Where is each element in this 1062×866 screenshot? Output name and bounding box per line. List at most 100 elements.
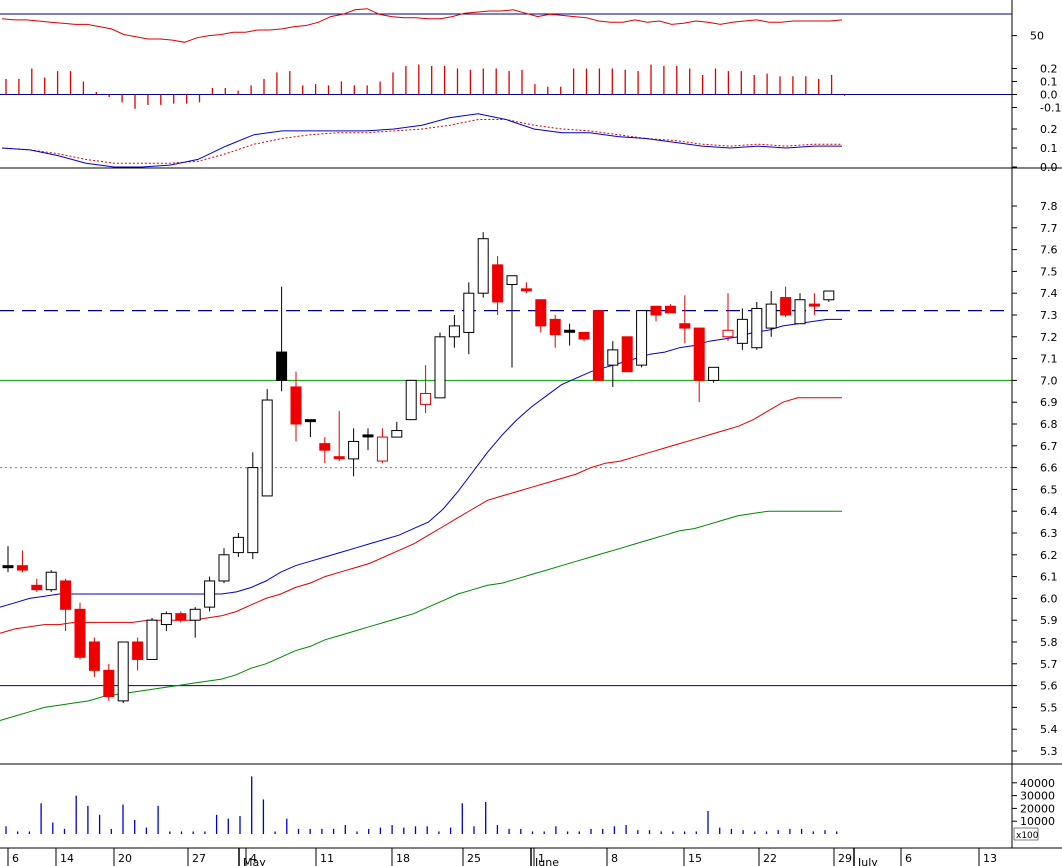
- x-day-label: 14: [60, 852, 74, 865]
- price-tick-label: 5.4: [1040, 723, 1058, 736]
- price-tick-label: 7.0: [1040, 374, 1058, 387]
- candle-body: [348, 440, 360, 460]
- candle-body: [650, 305, 662, 316]
- volume-multiplier-box: [1013, 827, 1039, 841]
- candle-body: [708, 366, 720, 381]
- histogram-tick-label: -0.1: [1040, 102, 1061, 115]
- volume-tick-label: 40000: [1020, 777, 1055, 790]
- moving-average-line: [0, 318, 842, 608]
- x-day-label: 25: [467, 852, 481, 865]
- x-day-label: 6: [12, 852, 19, 865]
- macd-panel: 0.20.10.0: [1, 113, 1058, 174]
- candle-body: [45, 571, 57, 591]
- candle-body: [103, 669, 115, 698]
- macd-tick-label: 0.1: [1040, 142, 1058, 155]
- candle-body: [276, 351, 288, 381]
- price-tick-label: 6.3: [1040, 527, 1058, 540]
- x-day-label: 6: [905, 852, 912, 865]
- price-tick-label: 5.7: [1040, 658, 1058, 671]
- price-tick-label: 6.8: [1040, 418, 1058, 431]
- candle-body: [823, 290, 835, 301]
- x-day-label: 22: [763, 852, 777, 865]
- price-tick-label: 5.9: [1040, 614, 1058, 627]
- volume-tick-label: 20000: [1020, 802, 1055, 815]
- price-tick-label: 6.9: [1040, 396, 1058, 409]
- rsi-panel: 50: [0, 8, 1044, 43]
- candle-body: [405, 379, 417, 421]
- candle-body: [247, 467, 259, 554]
- candle-body: [333, 456, 345, 460]
- candle-body: [434, 336, 446, 399]
- candle-body: [492, 264, 504, 303]
- price-tick-label: 7.4: [1040, 287, 1058, 300]
- x-day-label: 29: [838, 852, 852, 865]
- candle-body: [132, 641, 144, 660]
- price-tick-label: 7.2: [1040, 331, 1058, 344]
- candle-body: [736, 318, 748, 344]
- macd-line: [1, 113, 842, 168]
- candle-body: [204, 580, 216, 608]
- price-tick-label: 5.5: [1040, 701, 1058, 714]
- candle-body: [621, 336, 633, 373]
- candle-body: [189, 608, 201, 621]
- candle-body: [420, 392, 432, 405]
- candle-body: [780, 297, 792, 316]
- candle-body: [261, 399, 273, 497]
- price-tick-label: 7.6: [1040, 244, 1058, 257]
- x-day-label: 4: [250, 852, 257, 865]
- candle-body: [808, 303, 820, 307]
- price-tick-label: 6.5: [1040, 483, 1058, 496]
- x-day-label: 20: [118, 852, 132, 865]
- candle-body: [477, 238, 489, 294]
- histogram-panel: 0.20.10.0-0.1: [0, 63, 1061, 115]
- price-tick-label: 7.7: [1040, 222, 1058, 235]
- x-month-label: July: [857, 856, 878, 866]
- candle-body: [60, 580, 72, 610]
- x-day-label: 27: [192, 852, 206, 865]
- volume-tick-label: 10000: [1020, 815, 1055, 828]
- candle-body: [2, 565, 14, 569]
- candle-body: [290, 386, 302, 425]
- price-tick-label: 7.8: [1040, 200, 1058, 213]
- candle-body: [362, 434, 374, 438]
- price-tick-label: 7.1: [1040, 353, 1058, 366]
- x-day-label: 18: [396, 852, 410, 865]
- candle-body: [391, 430, 403, 438]
- candle-body: [520, 288, 532, 292]
- histogram-tick-label: 0.1: [1040, 76, 1058, 89]
- rsi-line: [1, 8, 843, 43]
- candle-body: [160, 613, 172, 626]
- candle-body: [722, 329, 734, 338]
- candle-body: [146, 619, 158, 660]
- price-tick-label: 6.2: [1040, 549, 1058, 562]
- price-tick-label: 6.1: [1040, 571, 1058, 584]
- price-tick-label: 6.0: [1040, 592, 1058, 605]
- candle-body: [535, 299, 547, 327]
- candle-body: [607, 349, 619, 366]
- x-day-label: 8: [611, 852, 618, 865]
- candle-body: [175, 613, 187, 621]
- candle-body: [751, 307, 763, 349]
- price-tick-label: 6.4: [1040, 505, 1058, 518]
- candle-body: [506, 275, 518, 285]
- candle-body: [232, 536, 244, 554]
- macd-signal-line: [1, 119, 842, 164]
- candle-body: [549, 318, 561, 336]
- candle-body: [319, 443, 331, 451]
- rsi-tick-label: 50: [1030, 30, 1044, 43]
- x-day-label: 1: [538, 852, 545, 865]
- candle-body: [31, 584, 43, 591]
- candle-body: [794, 299, 806, 325]
- candle-body: [765, 303, 777, 329]
- price-tick-label: 7.3: [1040, 309, 1058, 322]
- candle-body: [218, 554, 230, 582]
- volume-multiplier-label: x100: [1016, 831, 1039, 841]
- price-tick-label: 7.5: [1040, 265, 1058, 278]
- candle-body: [304, 419, 316, 423]
- price-tick-label: 5.6: [1040, 680, 1058, 693]
- candle-body: [592, 310, 604, 381]
- candle-body: [564, 329, 576, 333]
